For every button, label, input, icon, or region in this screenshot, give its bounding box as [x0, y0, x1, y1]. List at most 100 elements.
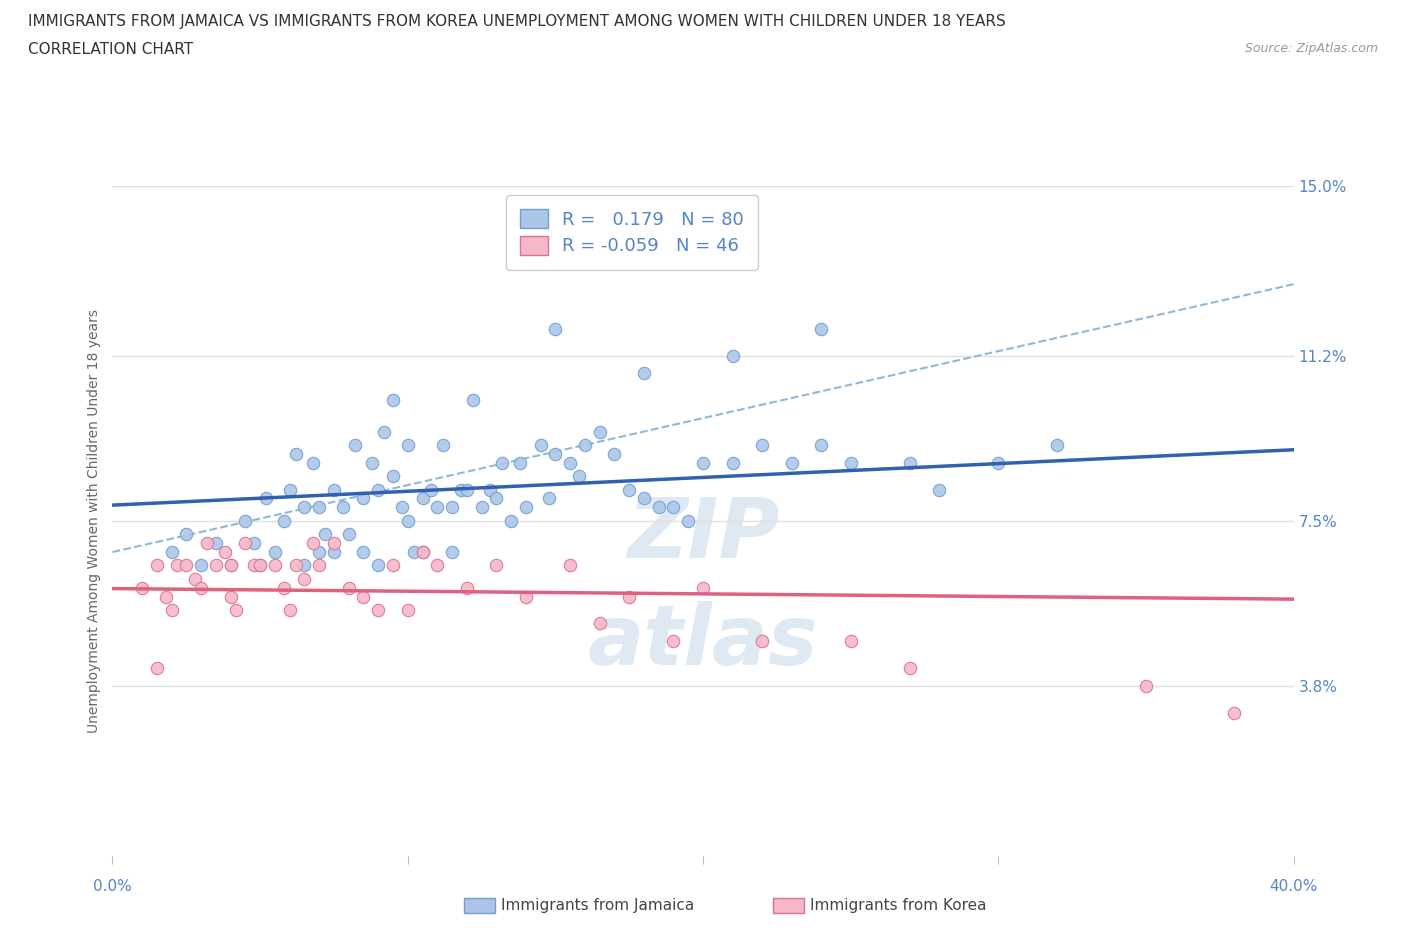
Point	[382, 392, 405, 407]
Point	[420, 482, 443, 497]
Point	[426, 500, 449, 515]
Point	[678, 513, 700, 528]
Point	[839, 634, 862, 649]
Point	[205, 558, 228, 573]
Point	[411, 545, 433, 560]
Point	[155, 590, 177, 604]
Point	[441, 500, 464, 515]
Point	[284, 446, 307, 461]
Point	[160, 603, 183, 618]
Point	[1223, 705, 1246, 720]
Point	[751, 634, 773, 649]
Point	[456, 482, 478, 497]
Point	[485, 491, 508, 506]
Point	[337, 580, 360, 595]
Point	[721, 456, 744, 471]
Point	[219, 558, 242, 573]
Point	[396, 437, 419, 452]
Point	[214, 545, 236, 560]
Point	[692, 580, 714, 595]
Point	[603, 446, 626, 461]
Point	[264, 558, 287, 573]
Point	[538, 491, 561, 506]
Point	[396, 603, 419, 618]
Point	[323, 536, 346, 551]
Text: Immigrants from Korea: Immigrants from Korea	[810, 898, 987, 913]
Point	[426, 558, 449, 573]
Point	[352, 590, 374, 604]
Point	[195, 536, 218, 551]
Point	[146, 558, 169, 573]
Point	[479, 482, 502, 497]
Point	[278, 603, 301, 618]
Point	[568, 469, 591, 484]
Point	[382, 558, 405, 573]
Point	[146, 660, 169, 675]
Point	[515, 500, 537, 515]
Point	[588, 424, 610, 439]
Point	[558, 456, 582, 471]
Point	[588, 616, 610, 631]
Point	[662, 634, 685, 649]
Point	[337, 526, 360, 541]
Point	[411, 545, 433, 560]
Point	[411, 491, 433, 506]
Point	[692, 456, 714, 471]
Point	[485, 558, 508, 573]
Point	[273, 513, 295, 528]
Point	[302, 536, 325, 551]
Point	[515, 590, 537, 604]
Point	[308, 545, 330, 560]
Legend: R =   0.179   N = 80, R = -0.059   N = 46: R = 0.179 N = 80, R = -0.059 N = 46	[506, 195, 758, 270]
Point	[243, 536, 266, 551]
Point	[647, 500, 671, 515]
Point	[264, 545, 287, 560]
Point	[243, 558, 266, 573]
Point	[367, 603, 389, 618]
Point	[249, 558, 271, 573]
Point	[544, 446, 567, 461]
Point	[184, 571, 207, 586]
Point	[839, 456, 862, 471]
Point	[352, 491, 374, 506]
Point	[233, 536, 256, 551]
Point	[190, 558, 212, 573]
Point	[323, 482, 346, 497]
Point	[470, 500, 494, 515]
Text: ZIP: ZIP	[627, 494, 779, 575]
Point	[456, 580, 478, 595]
Point	[810, 437, 832, 452]
Point	[323, 545, 346, 560]
Point	[1046, 437, 1069, 452]
Text: Source: ZipAtlas.com: Source: ZipAtlas.com	[1244, 42, 1378, 55]
Point	[450, 482, 472, 497]
Point	[308, 500, 330, 515]
Text: atlas: atlas	[588, 601, 818, 682]
Point	[292, 571, 315, 586]
Point	[509, 456, 531, 471]
Point	[633, 366, 655, 381]
Point	[343, 437, 366, 452]
Point	[249, 558, 271, 573]
Point	[160, 545, 183, 560]
Point	[529, 437, 551, 452]
Point	[898, 456, 921, 471]
Point	[225, 603, 247, 618]
Point	[633, 491, 655, 506]
Point	[205, 536, 228, 551]
Point	[544, 322, 567, 337]
Point	[308, 558, 330, 573]
Point	[367, 482, 389, 497]
Text: IMMIGRANTS FROM JAMAICA VS IMMIGRANTS FROM KOREA UNEMPLOYMENT AMONG WOMEN WITH C: IMMIGRANTS FROM JAMAICA VS IMMIGRANTS FR…	[28, 14, 1005, 29]
Point	[131, 580, 153, 595]
Text: Immigrants from Jamaica: Immigrants from Jamaica	[501, 898, 693, 913]
Point	[219, 590, 242, 604]
Point	[332, 500, 354, 515]
Y-axis label: Unemployment Among Women with Children Under 18 years: Unemployment Among Women with Children U…	[87, 309, 101, 733]
Point	[751, 437, 773, 452]
Point	[391, 500, 413, 515]
Point	[166, 558, 188, 573]
Text: CORRELATION CHART: CORRELATION CHART	[28, 42, 193, 57]
Point	[254, 491, 277, 506]
Point	[292, 500, 315, 515]
